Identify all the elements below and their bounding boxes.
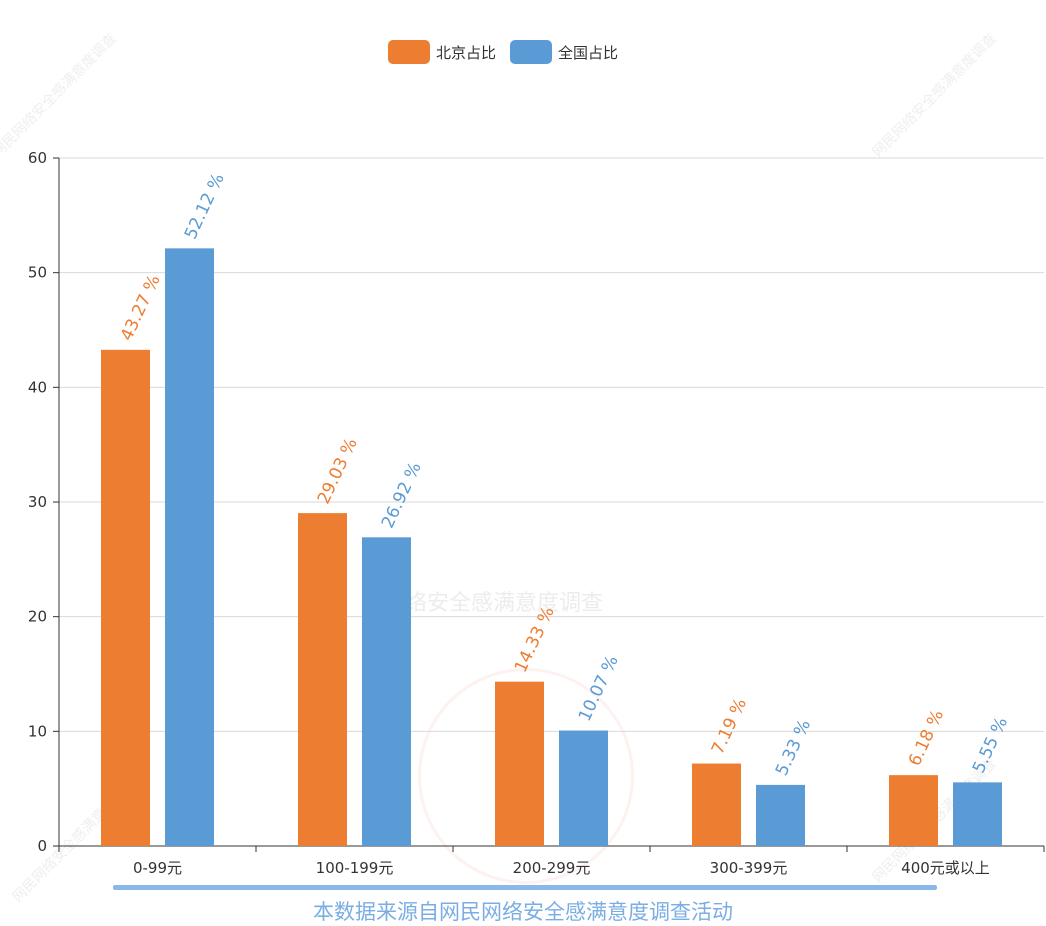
bar xyxy=(889,775,938,846)
data-label: 29.03 % xyxy=(314,435,362,507)
x-tick-label: 200-299元 xyxy=(513,859,591,877)
data-label: 14.33 % xyxy=(511,604,559,676)
bar xyxy=(692,763,741,846)
y-tick-label: 40 xyxy=(28,378,47,396)
y-tick-label: 30 xyxy=(28,493,47,511)
legend-swatch-national xyxy=(510,40,553,64)
x-tick-label: 400元或以上 xyxy=(901,859,990,877)
bar xyxy=(165,248,214,847)
y-tick-label: 10 xyxy=(28,722,47,740)
data-label: 6.18 % xyxy=(905,707,948,769)
source-underline xyxy=(113,885,937,890)
data-label: 10.07 % xyxy=(575,653,623,725)
watermark-center: 络安全感满意度调查 xyxy=(405,591,604,616)
data-label: 26.92 % xyxy=(378,459,426,531)
bar xyxy=(298,513,347,846)
legend-swatch-beijing xyxy=(388,40,430,64)
x-tick-label: 300-399元 xyxy=(710,859,788,877)
seal-watermark xyxy=(418,668,634,884)
legend-label-national: 全国占比 xyxy=(558,43,619,62)
x-tick-label: 100-199元 xyxy=(316,859,394,877)
bar xyxy=(101,349,150,846)
legend-item-beijing[interactable]: 北京占比 xyxy=(388,40,496,64)
data-label: 5.55 % xyxy=(969,714,1012,776)
bar xyxy=(953,782,1002,846)
y-tick-label: 50 xyxy=(28,264,47,282)
data-label: 5.33 % xyxy=(772,717,815,779)
bar xyxy=(362,537,411,846)
y-tick-label: 60 xyxy=(28,149,47,167)
legend-label-beijing: 北京占比 xyxy=(436,43,497,62)
legend-item-national[interactable]: 全国占比 xyxy=(510,40,618,64)
legend: 北京占比 全国占比 xyxy=(388,40,618,64)
y-tick-label: 0 xyxy=(37,837,47,855)
bar xyxy=(495,681,544,846)
x-tick-label: 0-99元 xyxy=(133,859,182,877)
data-label: 52.12 % xyxy=(181,170,229,242)
source-note: 本数据来源自网民网络安全感满意度调查活动 xyxy=(313,900,733,924)
data-label: 7.19 % xyxy=(708,695,751,757)
data-label: 43.27 % xyxy=(117,272,165,344)
bar xyxy=(756,784,805,846)
bar xyxy=(559,730,608,846)
y-tick-label: 20 xyxy=(28,608,47,626)
